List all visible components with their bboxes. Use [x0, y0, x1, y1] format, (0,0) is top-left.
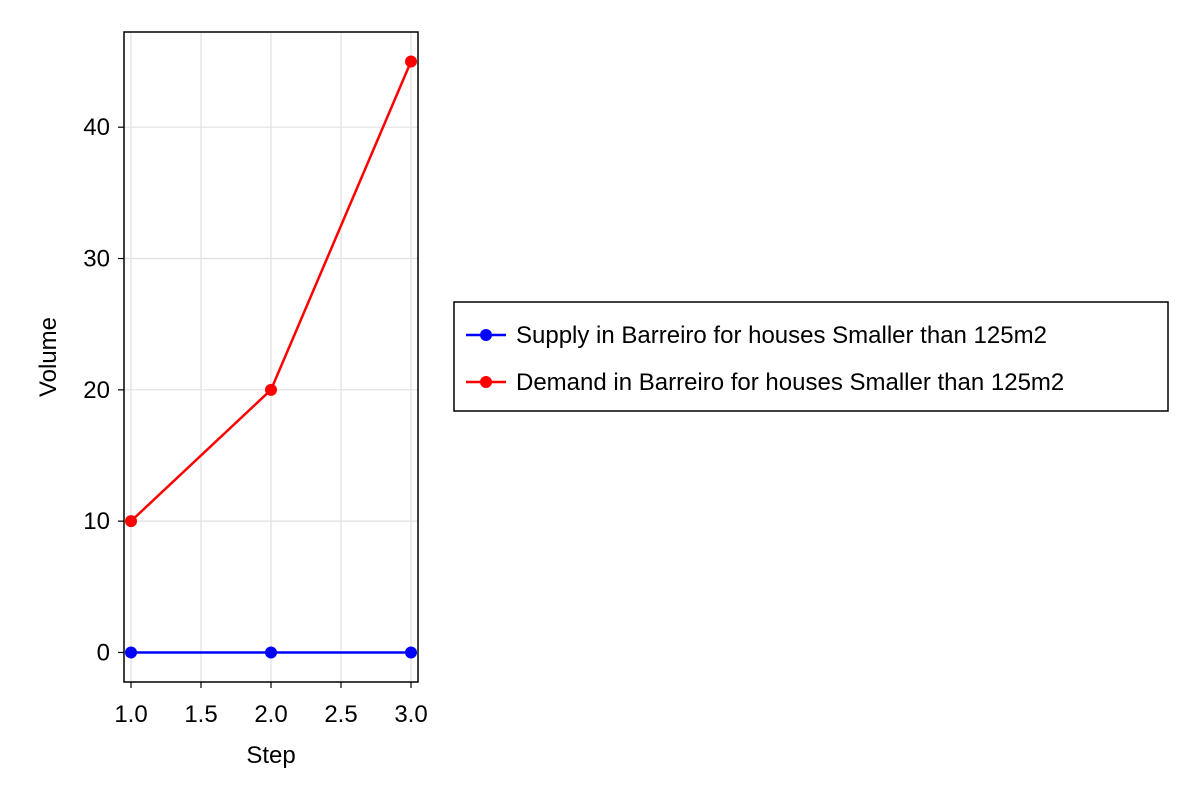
- legend-item: Supply in Barreiro for houses Smaller th…: [466, 322, 1047, 349]
- legend-label: Demand in Barreiro for houses Smaller th…: [516, 369, 1064, 396]
- data-point: [125, 515, 137, 528]
- legend: Supply in Barreiro for houses Smaller th…: [453, 301, 1169, 412]
- x-tick-label: 1.5: [184, 701, 217, 728]
- y-tick-label: 0: [97, 639, 110, 666]
- x-tick-label: 2.0: [254, 701, 287, 728]
- data-point: [405, 55, 417, 68]
- series-0: [125, 646, 417, 659]
- x-tick-label: 3.0: [394, 701, 427, 728]
- legend-item: Demand in Barreiro for houses Smaller th…: [466, 369, 1064, 396]
- data-point: [265, 383, 277, 396]
- y-tick-label: 20: [83, 377, 110, 404]
- legend-items: Supply in Barreiro for houses Smaller th…: [466, 322, 1064, 396]
- legend-marker: [480, 329, 492, 341]
- grid: [124, 32, 418, 682]
- y-axis-label: Volume: [35, 317, 62, 397]
- legend-marker: [480, 376, 492, 388]
- x-axis-label: Step: [246, 742, 295, 769]
- data-point: [125, 646, 137, 659]
- legend-box: [453, 301, 1169, 412]
- data-point: [405, 646, 417, 659]
- legend-label: Supply in Barreiro for houses Smaller th…: [516, 322, 1047, 349]
- x-tick-label: 1.0: [114, 701, 147, 728]
- series-1: [125, 55, 417, 528]
- data-point: [265, 646, 277, 659]
- y-tick-label: 30: [83, 246, 110, 273]
- y-tick-label: 40: [83, 114, 110, 141]
- y-axis-ticks: 0 10 20 30 40: [83, 114, 124, 666]
- series-layer: [125, 55, 417, 659]
- x-tick-label: 2.5: [324, 701, 357, 728]
- x-axis-ticks: 1.0 1.5 2.0 2.5 3.0: [114, 682, 428, 728]
- y-tick-label: 10: [83, 508, 110, 535]
